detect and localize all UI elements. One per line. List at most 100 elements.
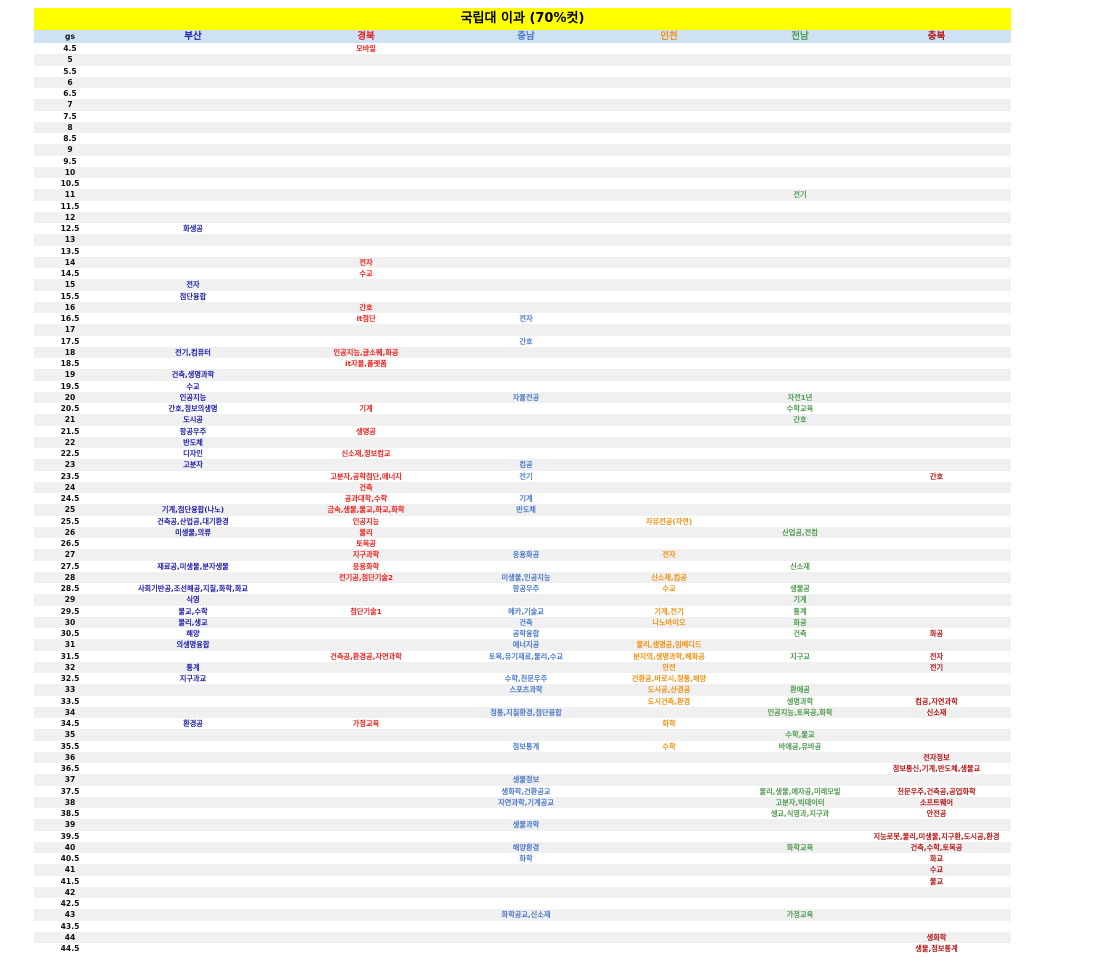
cell-jeonnam: 화공 bbox=[793, 617, 807, 627]
cell-busan bbox=[106, 336, 280, 347]
cell-gs: 6 bbox=[67, 77, 73, 87]
cell-chungnam bbox=[452, 111, 600, 122]
cell-gyeongbuk bbox=[280, 831, 452, 842]
cell-chungbuk bbox=[862, 617, 1011, 628]
cell-gs: 16 bbox=[64, 302, 76, 312]
cell-incheon: 안전 bbox=[662, 662, 676, 672]
cell-gyeongbuk bbox=[280, 864, 452, 875]
cell-chungbuk: 전기 bbox=[929, 662, 944, 672]
cell-incheon bbox=[600, 369, 738, 380]
cell-chungnam bbox=[452, 763, 600, 774]
table-row: 21 도시공 간호 bbox=[34, 414, 1011, 426]
cell-gs: 32.5 bbox=[60, 674, 80, 683]
cell-incheon bbox=[600, 774, 738, 785]
cell-jeonnam bbox=[738, 122, 862, 133]
cell-gyeongbuk bbox=[280, 808, 452, 819]
cell-chungnam bbox=[452, 527, 600, 538]
table-row: 18 전기,컴퓨터 인공지능,글소웨,화공 bbox=[34, 346, 1011, 358]
table-row: 29.5 물교,수학 첨단기술1 메카,기술교 기계,전기 통계 bbox=[34, 606, 1011, 617]
cell-jeonnam bbox=[738, 144, 862, 155]
cell-chungnam bbox=[452, 133, 600, 144]
cell-gyeongbuk bbox=[280, 932, 452, 943]
cell-incheon bbox=[600, 842, 738, 853]
cell-busan: 재료공,미생물,분자생물 bbox=[157, 561, 229, 571]
cell-chungbuk bbox=[862, 493, 1011, 504]
cell-chungnam bbox=[452, 234, 600, 245]
cell-busan bbox=[106, 887, 280, 898]
cell-chungnam: 스포츠과학 bbox=[509, 685, 543, 695]
cell-gyeongbuk bbox=[280, 898, 452, 909]
cell-chungbuk bbox=[862, 257, 1011, 268]
cell-chungnam bbox=[452, 448, 600, 459]
table-row: 5.5 bbox=[34, 66, 1011, 77]
cell-gyeongbuk: 모바일 bbox=[356, 44, 376, 53]
table-row: 17 bbox=[34, 324, 1011, 336]
cell-chungbuk bbox=[862, 189, 1011, 200]
cell-gs: 20 bbox=[64, 392, 76, 402]
cell-jeonnam: 수학교육 bbox=[786, 404, 814, 413]
table-row: 27 지구과학 응용화공 전자 bbox=[34, 549, 1011, 561]
cell-gs: 23 bbox=[64, 460, 76, 470]
cell-gs: 7.5 bbox=[63, 111, 77, 121]
header-gs: gs bbox=[65, 32, 75, 41]
cell-busan bbox=[106, 201, 280, 212]
cell-chungnam bbox=[452, 156, 600, 167]
cell-chungbuk bbox=[862, 246, 1011, 257]
table-row: 7.5 bbox=[34, 111, 1011, 122]
cell-busan: 의생명융합 bbox=[176, 640, 210, 650]
cell-chungbuk bbox=[862, 819, 1011, 830]
cell-chungbuk: 전자 bbox=[929, 651, 944, 661]
cell-chungnam bbox=[452, 898, 600, 909]
cell-jeonnam bbox=[738, 234, 862, 245]
cell-chungbuk: 정보통신,기계,반도체,생물교 bbox=[892, 764, 981, 773]
cell-incheon bbox=[600, 99, 738, 110]
cell-gyeongbuk: 간호 bbox=[359, 302, 373, 312]
cell-busan bbox=[106, 43, 280, 54]
cell-jeonnam bbox=[738, 673, 862, 684]
cell-gyeongbuk bbox=[280, 437, 452, 448]
cell-jeonnam bbox=[738, 156, 862, 167]
cell-gyeongbuk bbox=[280, 707, 452, 718]
cell-chungbuk bbox=[862, 774, 1011, 785]
cell-chungnam: 생물정보 bbox=[512, 775, 540, 785]
cell-incheon bbox=[600, 808, 738, 819]
cell-chungnam: 기계 bbox=[519, 494, 533, 503]
cell-jeonnam bbox=[738, 471, 862, 482]
cell-incheon: 자유전공(자연) bbox=[645, 516, 693, 526]
cell-gyeongbuk: it자율,플랫폼 bbox=[345, 359, 387, 368]
cell-gs: 41.5 bbox=[60, 876, 80, 886]
cell-jeonnam: 지구교 bbox=[790, 651, 810, 661]
cell-chungbuk bbox=[862, 516, 1011, 527]
cell-chungbuk bbox=[862, 887, 1011, 898]
cell-jeonnam bbox=[738, 459, 862, 470]
cell-gyeongbuk bbox=[280, 189, 452, 200]
cell-chungbuk bbox=[862, 392, 1011, 403]
table-row: 43.5 bbox=[34, 921, 1011, 932]
cell-chungnam bbox=[452, 268, 600, 279]
cell-busan bbox=[106, 741, 280, 752]
table-row: 11 전기 bbox=[34, 189, 1011, 201]
cell-chungnam bbox=[452, 279, 600, 290]
cell-incheon bbox=[600, 268, 738, 279]
cell-gs: 20.5 bbox=[60, 404, 80, 413]
cell-gyeongbuk bbox=[280, 628, 452, 639]
cell-incheon bbox=[600, 853, 738, 864]
cell-busan bbox=[106, 246, 280, 257]
cell-jeonnam bbox=[738, 549, 862, 560]
cell-gyeongbuk: 전자 bbox=[359, 257, 373, 267]
cell-incheon bbox=[600, 43, 738, 54]
cell-gs: 42 bbox=[64, 887, 76, 897]
table-row: 36 전자정보 bbox=[34, 751, 1011, 763]
table-row: 4.5 모바일 bbox=[34, 43, 1011, 54]
cell-incheon bbox=[600, 538, 738, 549]
cell-gs: 35 bbox=[64, 730, 76, 740]
cell-gs: 34 bbox=[64, 707, 76, 717]
cell-chungnam bbox=[452, 662, 600, 673]
cell-jeonnam bbox=[738, 54, 862, 65]
cell-chungbuk bbox=[862, 414, 1011, 425]
cell-jeonnam bbox=[738, 324, 862, 335]
cell-gyeongbuk bbox=[280, 279, 452, 290]
cell-incheon: 도시건축,환경 bbox=[647, 696, 691, 706]
cell-incheon bbox=[600, 819, 738, 830]
cell-jeonnam bbox=[738, 437, 862, 448]
